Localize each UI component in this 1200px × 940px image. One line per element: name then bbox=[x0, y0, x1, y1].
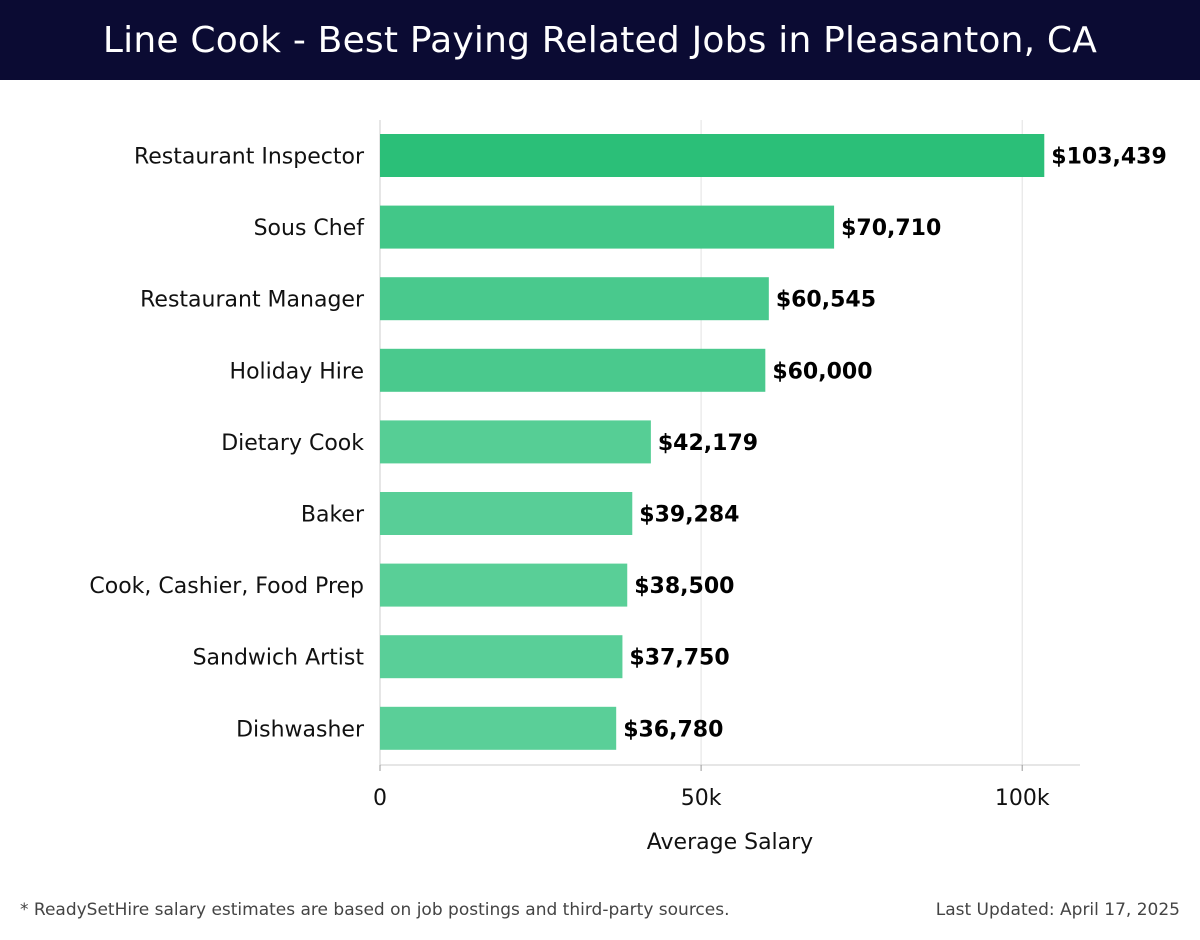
value-label: $37,750 bbox=[629, 646, 729, 671]
category-label: Sous Chef bbox=[254, 216, 366, 241]
value-label: $70,710 bbox=[841, 216, 941, 241]
category-label: Dietary Cook bbox=[221, 431, 364, 456]
value-label: $39,284 bbox=[639, 503, 739, 528]
category-label: Holiday Hire bbox=[230, 359, 364, 384]
value-label: $38,500 bbox=[634, 574, 734, 599]
category-label: Cook, Cashier, Food Prep bbox=[89, 574, 364, 599]
bar bbox=[380, 277, 769, 321]
bar bbox=[380, 563, 628, 607]
x-tick-label: 0 bbox=[373, 786, 387, 811]
value-label: $103,439 bbox=[1051, 145, 1167, 170]
category-label: Restaurant Inspector bbox=[134, 145, 365, 170]
bar bbox=[380, 205, 835, 249]
title-bar: Line Cook - Best Paying Related Jobs in … bbox=[0, 0, 1200, 80]
category-label: Restaurant Manager bbox=[140, 288, 365, 313]
salary-bar-chart: 0 50k 100k Average Salary Restaurant Inspect… bbox=[89, 120, 1167, 855]
category-label: Dishwasher bbox=[236, 717, 365, 742]
page-title: Line Cook - Best Paying Related Jobs in … bbox=[102, 19, 1098, 61]
bar bbox=[380, 635, 623, 679]
category-label: Sandwich Artist bbox=[193, 646, 365, 671]
bar bbox=[380, 348, 766, 392]
bar bbox=[380, 706, 617, 750]
value-label: $42,179 bbox=[658, 431, 758, 456]
x-tick-label: 50k bbox=[681, 786, 722, 811]
source-note: * ReadySetHire salary estimates are base… bbox=[20, 900, 730, 920]
category-label: Baker bbox=[301, 503, 365, 528]
bar bbox=[380, 134, 1045, 177]
bar bbox=[380, 420, 651, 464]
value-label: $36,780 bbox=[623, 717, 723, 742]
x-tick-label: 100k bbox=[995, 786, 1050, 811]
value-label: $60,545 bbox=[776, 288, 876, 313]
bar bbox=[380, 492, 633, 535]
x-axis-title: Average Salary bbox=[647, 830, 813, 855]
value-label: $60,000 bbox=[772, 359, 872, 384]
last-updated: Last Updated: April 17, 2025 bbox=[935, 900, 1180, 920]
